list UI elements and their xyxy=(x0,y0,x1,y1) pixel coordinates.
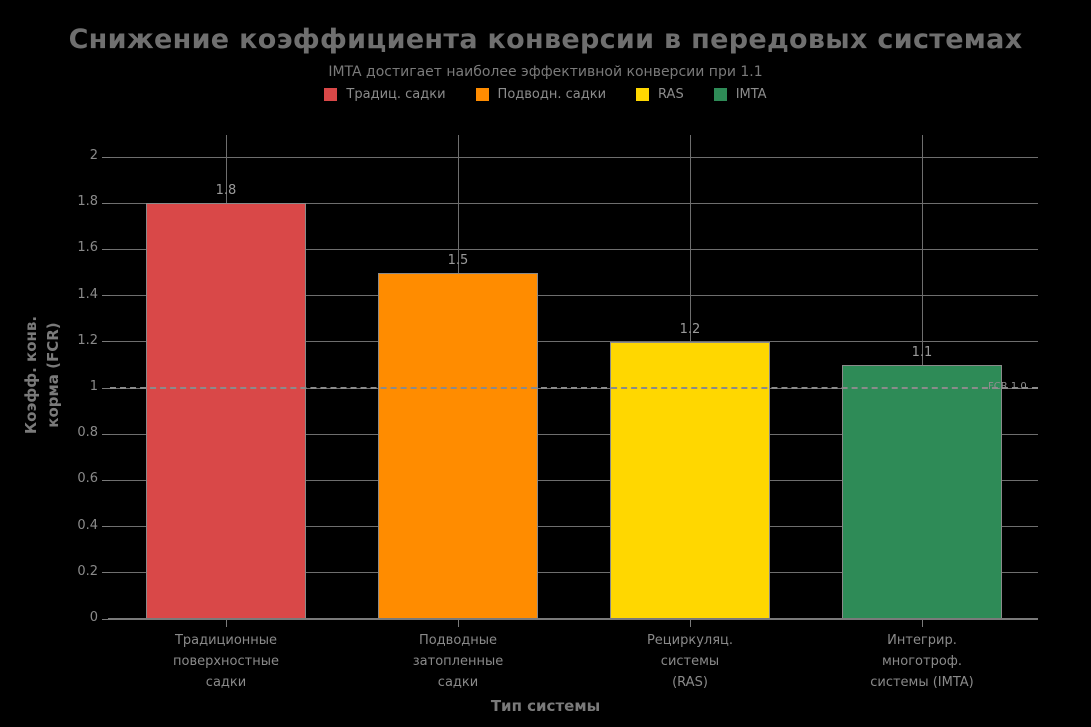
x-tick-category-line: затопленные xyxy=(412,654,504,669)
chart-subtitle: IMTA достигает наиболее эффективной конв… xyxy=(328,64,763,80)
x-tick-category-label: Интегрир. многотроф. системы (IMTA) xyxy=(806,630,1038,693)
legend-swatch-orange-icon xyxy=(475,88,489,101)
legend-swatch-red-icon xyxy=(324,88,338,101)
chart-title: Снижение коэффициента конверсии в передо… xyxy=(68,24,1023,55)
y-tick-mark xyxy=(102,295,110,297)
y-gridline xyxy=(110,572,1038,574)
y-tick-mark xyxy=(102,526,110,528)
y-tick-mark xyxy=(102,433,110,435)
y-gridline xyxy=(110,341,1038,343)
y-gridline xyxy=(110,433,1038,435)
reference-line-label: FCR 1.0 xyxy=(988,381,1027,392)
x-tick-category-line: системы (IMTA) xyxy=(870,675,974,690)
y-tick-label: 1.4 xyxy=(77,286,98,302)
y-tick-label: 0.8 xyxy=(77,425,98,441)
legend-label: Традиц. садки xyxy=(346,87,446,102)
x-tick-category-label: Традиционные поверхностные садки xyxy=(110,630,342,693)
x-tick-category-label: Подводные затопленные садки xyxy=(342,630,574,693)
x-axis-title: Тип системы xyxy=(490,697,601,715)
y-tick-mark xyxy=(102,479,110,481)
legend-label: RAS xyxy=(658,87,684,102)
legend-label: Подводн. садки xyxy=(497,87,607,102)
y-tick-label: 1.2 xyxy=(77,332,98,348)
x-tick-mark xyxy=(225,619,227,627)
y-gridline xyxy=(110,156,1038,158)
x-tick-mark xyxy=(457,619,459,627)
y-tick-label: 2 xyxy=(89,148,98,163)
y-tick-mark xyxy=(102,248,110,250)
legend-item-imta: IMTA xyxy=(713,87,767,102)
x-tick-category-line: Подводные xyxy=(418,633,498,648)
bar-4 xyxy=(842,364,1002,619)
x-tick-category-line: (RAS) xyxy=(672,675,708,690)
reference-line xyxy=(110,387,1038,389)
x-tick-category-label: Рециркуляц. системы (RAS) xyxy=(574,630,806,693)
legend-item-ras: RAS xyxy=(636,87,684,102)
y-tick-mark xyxy=(102,618,110,620)
x-tick-category-line: Рециркуляц. xyxy=(646,633,734,648)
x-tick-mark xyxy=(689,619,691,627)
y-tick-label: 1.8 xyxy=(77,194,98,210)
y-tick-label: 1 xyxy=(89,379,98,394)
y-tick-label: 0 xyxy=(89,610,98,625)
x-tick-category-line: многотроф. xyxy=(881,654,963,669)
x-tick-mark xyxy=(921,619,923,627)
y-gridline xyxy=(110,248,1038,250)
bar-value-label: 1.8 xyxy=(215,183,237,199)
y-tick-label: 1.6 xyxy=(77,240,98,256)
y-gridline xyxy=(110,526,1038,528)
bar-value-label: 1.2 xyxy=(679,321,701,337)
y-tick-label: 0.6 xyxy=(77,471,98,487)
x-tick-category-line: Традиционные xyxy=(174,633,278,648)
y-gridline xyxy=(110,479,1038,481)
bar-3 xyxy=(610,341,770,619)
y-gridline xyxy=(110,295,1038,297)
bar-1 xyxy=(146,203,306,619)
x-tick-category-line: Интегрир. xyxy=(887,633,957,648)
y-tick-mark xyxy=(102,156,110,158)
legend-swatch-yellow-icon xyxy=(636,88,650,101)
x-tick-category-line: системы xyxy=(660,654,720,669)
y-tick-label: 0.4 xyxy=(77,517,98,533)
bar-value-label: 1.1 xyxy=(911,344,933,360)
legend-label: IMTA xyxy=(735,87,767,102)
bar-2 xyxy=(378,272,538,619)
legend-swatch-green-icon xyxy=(713,88,727,101)
legend-item-traditional: Традиц. садки xyxy=(324,87,446,102)
y-tick-mark xyxy=(102,202,110,204)
bar-value-label: 1.5 xyxy=(447,252,469,268)
x-tick-category-line: садки xyxy=(205,675,247,690)
legend-item-submerged: Подводн. садки xyxy=(475,87,607,102)
y-tick-mark xyxy=(102,572,110,574)
x-tick-category-line: садки xyxy=(437,675,479,690)
y-tick-mark xyxy=(102,341,110,343)
y-gridline xyxy=(110,202,1038,204)
x-axis-line xyxy=(108,618,1038,620)
y-tick-mark xyxy=(102,387,110,389)
legend: Традиц. садки Подводн. садки RAS IMTA xyxy=(0,87,1091,102)
x-tick-category-line: поверхностные xyxy=(173,654,279,669)
y-tick-label: 0.2 xyxy=(77,563,98,579)
